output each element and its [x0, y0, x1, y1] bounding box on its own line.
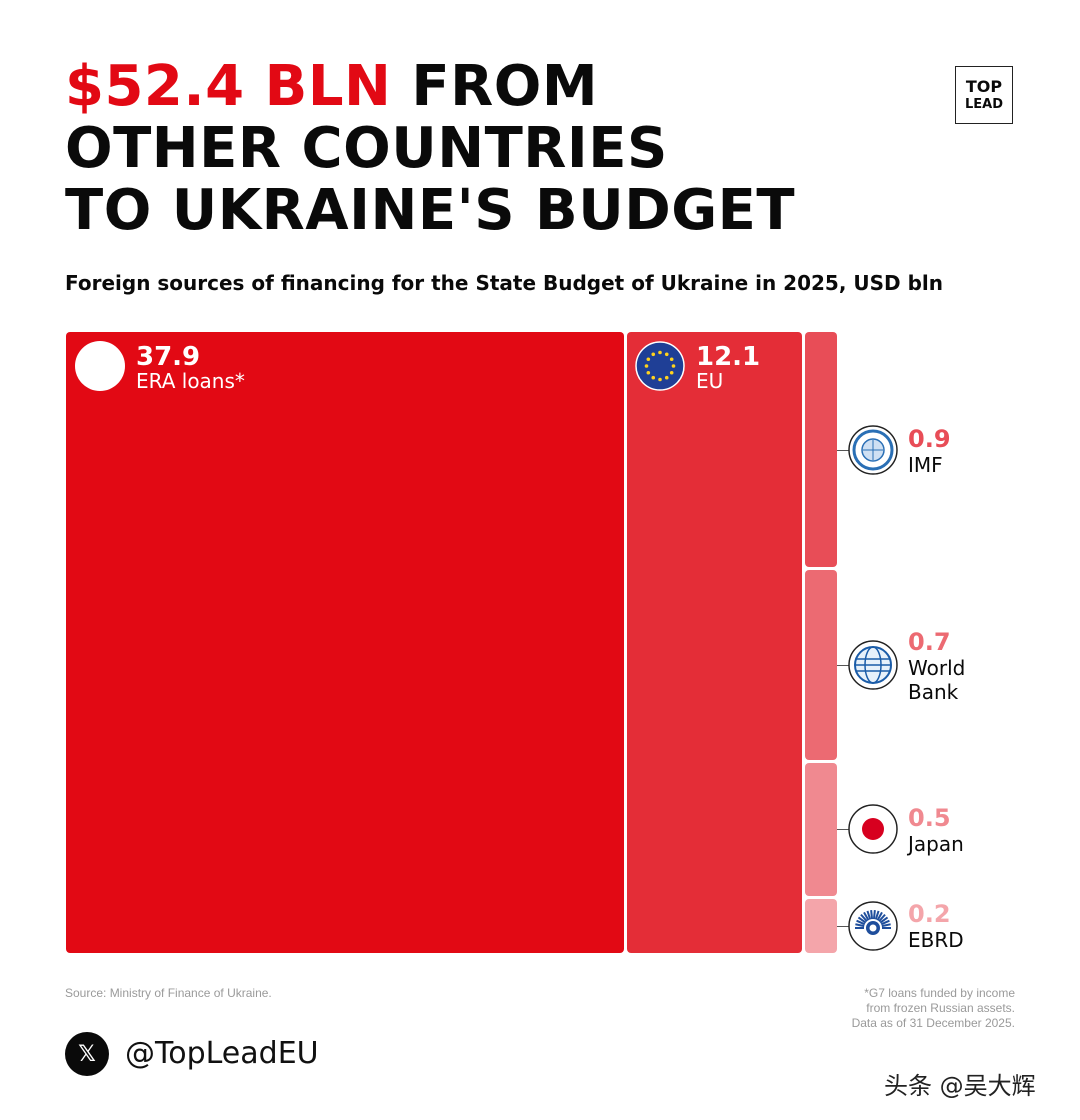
eu-star — [646, 357, 651, 362]
g7-logo-icon — [75, 341, 125, 391]
ebrd-ray — [856, 919, 866, 926]
ebrd-ray — [878, 913, 886, 922]
world-bank-value-label: 0.7 — [908, 628, 951, 656]
ebrd-ray — [879, 916, 889, 924]
x-logo-icon[interactable]: 𝕏 — [65, 1032, 109, 1076]
eu-star — [651, 375, 656, 380]
eu-star — [651, 352, 656, 357]
headline: $52.4 BLN FROM OTHER COUNTRIES TO UKRAIN… — [65, 56, 925, 242]
footnote-line-2: from frozen Russian assets. — [866, 1001, 1015, 1015]
era-value-label: 37.9 — [136, 342, 201, 372]
eu-star — [671, 364, 676, 368]
footnote-line-1: *G7 loans funded by income — [864, 986, 1015, 1000]
eu-star — [664, 375, 669, 380]
ebrd-ray — [881, 923, 891, 928]
eu-star — [669, 370, 674, 375]
ebrd-ray — [866, 910, 872, 920]
japan-connector — [837, 829, 849, 830]
ebrd-ray — [874, 910, 880, 920]
watermark: 头条 @吴大辉 — [884, 1072, 1036, 1100]
eu-value-label: 12.1 — [696, 342, 761, 372]
social-handle[interactable]: @TopLeadEU — [125, 1036, 319, 1071]
eu-star — [644, 364, 649, 368]
ebrd-connector — [837, 926, 849, 927]
imf-connector — [837, 450, 849, 451]
world-bank-category-label: World Bank — [908, 656, 966, 704]
ebrd-ray — [880, 919, 890, 926]
eu-star — [664, 352, 669, 357]
headline-line-2: OTHER COUNTRIES — [65, 116, 668, 181]
ebrd-ray — [872, 909, 876, 920]
ebrd-ray — [876, 911, 883, 921]
ebrd-ray — [863, 911, 870, 921]
eu-category-label: EU — [696, 369, 724, 393]
treemap-block-japan — [805, 763, 837, 896]
logo-line-2: LEAD — [964, 96, 1004, 112]
japan-category-label: Japan — [908, 832, 964, 856]
ebrd-ray — [860, 913, 868, 922]
imf-seal-icon — [848, 425, 898, 475]
eu-flag-icon — [635, 341, 685, 391]
imf-category-label: IMF — [908, 453, 943, 477]
eu-star — [658, 350, 662, 355]
headline-line-3: TO UKRAINE'S BUDGET — [65, 178, 796, 243]
world-bank-connector — [837, 665, 849, 666]
headline-from: FROM — [411, 54, 599, 119]
ebrd-ray — [855, 923, 865, 928]
headline-accent-amount: $52.4 BLN — [65, 54, 392, 119]
footnote-line-3: Data as of 31 December 2025. — [851, 1016, 1015, 1030]
chart-subtitle: Foreign sources of financing for the Sta… — [65, 271, 944, 295]
toplead-logo: TOP LEAD — [955, 66, 1013, 124]
eu-star — [646, 370, 651, 375]
ebrd-ray — [870, 909, 874, 920]
ebrd-ray — [857, 916, 867, 924]
era-category-label: ERA loans* — [136, 369, 245, 393]
headline-line-1: $52.4 BLN FROM — [65, 56, 925, 118]
japan-flag-icon — [848, 804, 898, 854]
logo-line-1: TOP — [965, 77, 1003, 97]
ebrd-category-label: EBRD — [908, 928, 964, 952]
treemap-block-imf — [805, 332, 837, 567]
imf-value-label: 0.9 — [908, 425, 951, 453]
treemap-block-world-bank — [805, 570, 837, 760]
treemap-block-eu — [627, 332, 802, 953]
ebrd-logo-icon — [848, 901, 898, 951]
eu-star — [658, 377, 662, 382]
eu-star — [669, 357, 674, 362]
treemap-block-ebrd — [805, 899, 837, 953]
treemap-block-era-loans — [66, 332, 624, 953]
world-bank-globe-icon — [848, 640, 898, 690]
source-note: Source: Ministry of Finance of Ukraine. — [65, 986, 272, 1000]
ebrd-value-label: 0.2 — [908, 900, 951, 928]
japan-value-label: 0.5 — [908, 804, 951, 832]
footnote-g7: *G7 loans funded by income from frozen R… — [715, 986, 1015, 1031]
